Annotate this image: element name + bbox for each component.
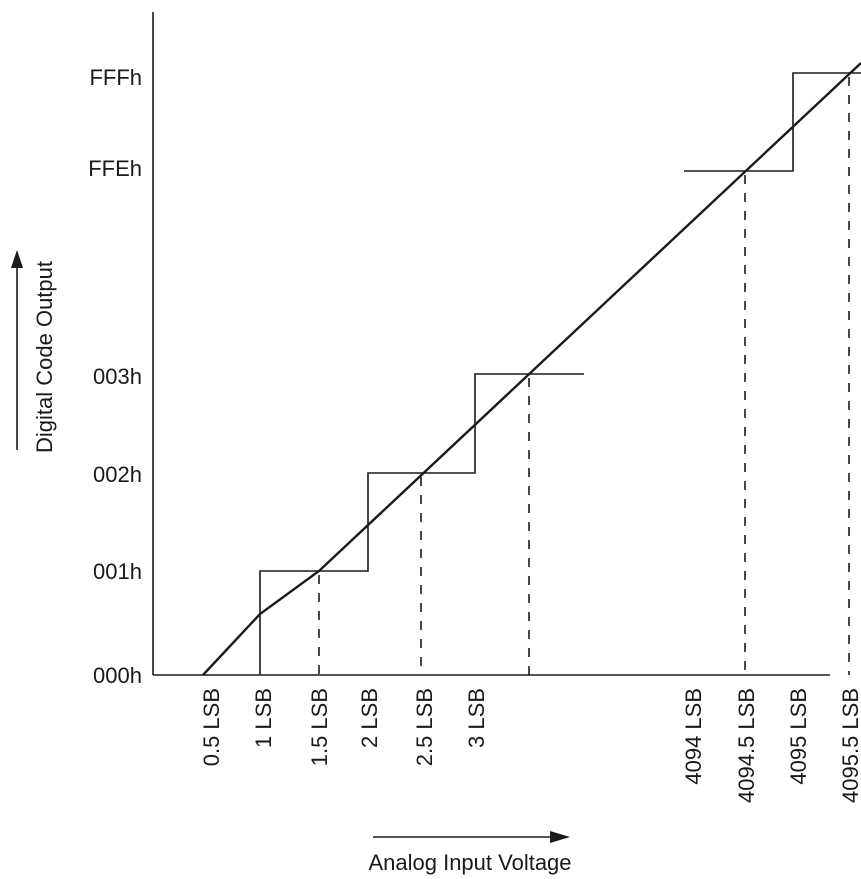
x-tick-1-5-lsb: 1.5 LSB bbox=[307, 688, 332, 766]
x-tick-4095-lsb: 4095 LSB bbox=[786, 688, 811, 785]
y-axis-label: Digital Code Output bbox=[32, 261, 57, 453]
y-tick-ffeh: FFEh bbox=[88, 156, 142, 181]
y-tick-003h: 003h bbox=[93, 364, 142, 389]
x-tick-1-lsb: 1 LSB bbox=[251, 688, 276, 748]
code-staircase-lower bbox=[259, 373, 584, 675]
y-tick-fffh: FFFh bbox=[89, 65, 142, 90]
x-tick-4094-5-lsb: 4094.5 LSB bbox=[734, 688, 759, 803]
x-axis-label: Analog Input Voltage bbox=[368, 850, 571, 875]
y-axis-arrow-head bbox=[11, 250, 23, 268]
code-staircase-upper bbox=[684, 72, 861, 172]
y-tick-000h: 000h bbox=[93, 663, 142, 688]
x-tick-3-lsb: 3 LSB bbox=[464, 688, 489, 748]
y-tick-002h: 002h bbox=[93, 462, 142, 487]
x-tick-2-5-lsb: 2.5 LSB bbox=[412, 688, 437, 766]
x-tick-4095-5-lsb: 4095.5 LSB bbox=[838, 688, 861, 803]
x-tick-4094-lsb: 4094 LSB bbox=[681, 688, 706, 785]
y-tick-001h: 001h bbox=[93, 559, 142, 584]
ideal-transfer-line bbox=[202, 62, 861, 676]
x-tick-0-5-lsb: 0.5 LSB bbox=[199, 688, 224, 766]
x-axis-arrow-head bbox=[550, 831, 570, 843]
x-tick-2-lsb: 2 LSB bbox=[357, 688, 382, 748]
